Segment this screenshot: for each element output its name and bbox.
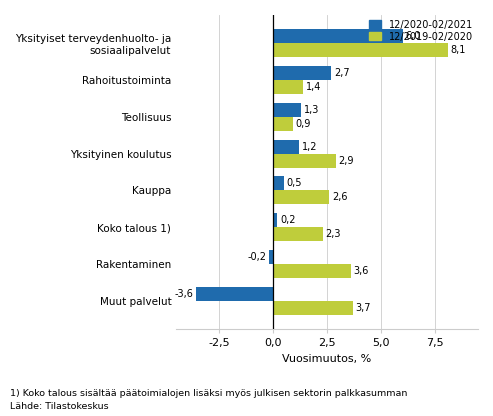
Text: 2,9: 2,9: [338, 156, 354, 166]
Text: 0,5: 0,5: [286, 178, 302, 188]
Bar: [273, 140, 299, 154]
Text: 1,3: 1,3: [304, 105, 319, 115]
Text: Lähde: Tilastokeskus: Lähde: Tilastokeskus: [10, 401, 108, 411]
Text: 1,2: 1,2: [302, 141, 317, 151]
Text: -3,6: -3,6: [174, 289, 193, 299]
Bar: [273, 301, 353, 315]
Bar: [273, 43, 448, 57]
Text: 6,0: 6,0: [405, 31, 421, 41]
Text: 3,6: 3,6: [353, 266, 369, 276]
Text: 3,7: 3,7: [355, 303, 371, 313]
Text: -0,2: -0,2: [247, 252, 266, 262]
Bar: [273, 103, 301, 117]
Bar: [273, 176, 284, 191]
Text: 2,6: 2,6: [332, 192, 347, 202]
Text: 0,2: 0,2: [280, 215, 295, 225]
Text: 0,9: 0,9: [295, 119, 311, 129]
Text: 1,4: 1,4: [306, 82, 321, 92]
Text: 8,1: 8,1: [451, 45, 466, 55]
Bar: [273, 227, 323, 241]
Bar: [273, 117, 292, 131]
Bar: [269, 250, 273, 264]
Bar: [273, 80, 303, 94]
Bar: [273, 66, 331, 80]
Text: 2,7: 2,7: [334, 68, 350, 78]
Bar: [273, 264, 351, 278]
Text: 2,3: 2,3: [325, 229, 341, 239]
Bar: [273, 191, 329, 204]
Bar: [273, 154, 336, 168]
Bar: [273, 29, 402, 43]
Bar: [273, 213, 278, 227]
X-axis label: Vuosimuutos, %: Vuosimuutos, %: [282, 354, 372, 364]
Text: 1) Koko talous sisältää päätoimialojen lisäksi myös julkisen sektorin palkkasumm: 1) Koko talous sisältää päätoimialojen l…: [10, 389, 407, 398]
Bar: [196, 287, 273, 301]
Legend: 12/2020-02/2021, 12/2019-02/2020: 12/2020-02/2021, 12/2019-02/2020: [369, 20, 473, 42]
